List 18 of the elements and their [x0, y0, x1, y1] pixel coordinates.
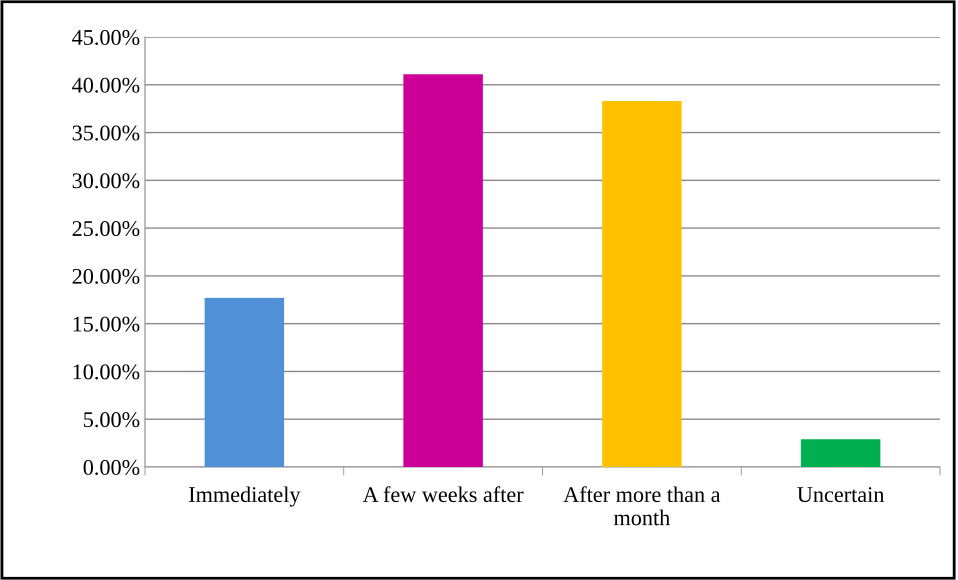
y-tick-label: 35.00%: [72, 125, 140, 141]
y-tick-label: 30.00%: [72, 173, 140, 188]
bar: [403, 74, 483, 467]
x-tick-label: After more than a month: [563, 486, 720, 526]
y-tick-label: 15.00%: [74, 316, 140, 332]
y-tick-label: 5.00%: [84, 412, 140, 428]
y-tick-label: 40.00%: [72, 78, 140, 93]
y-tick-label: 20.00%: [72, 268, 140, 284]
bar: [602, 101, 682, 467]
y-tick-label: 25.00%: [72, 221, 140, 236]
y-tick-label: 45.00%: [72, 30, 140, 46]
x-tick-label: A few weeks after: [362, 486, 524, 502]
y-tick-label: 10.00%: [74, 364, 140, 380]
bar: [204, 298, 284, 467]
y-tick-label: 0.00%: [84, 460, 140, 476]
x-tick-label: Uncertain: [797, 487, 884, 502]
bar: [800, 439, 880, 467]
x-tick-label: Immediately: [189, 486, 300, 507]
